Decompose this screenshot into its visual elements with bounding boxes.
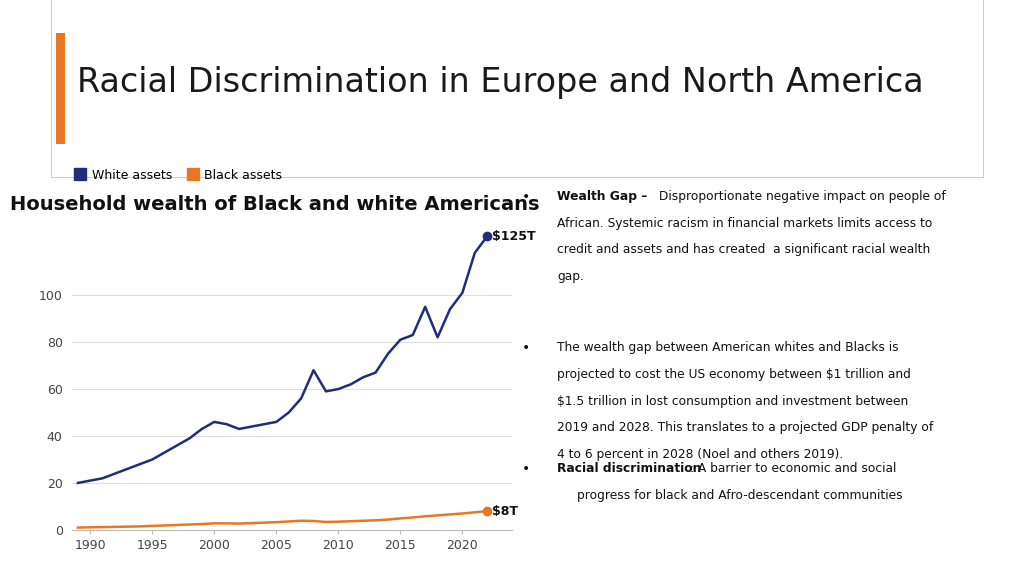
Text: gap.: gap. (557, 270, 584, 283)
Text: $8T: $8T (493, 505, 518, 518)
Text: 4 to 6 percent in 2028 (Noel and others 2019).: 4 to 6 percent in 2028 (Noel and others … (557, 448, 844, 461)
Text: $125T: $125T (493, 230, 536, 243)
Text: •: • (522, 341, 530, 355)
Text: •: • (522, 190, 530, 204)
Text: •: • (522, 463, 530, 476)
Text: $1.5 trillion in lost consumption and investment between: $1.5 trillion in lost consumption and in… (557, 395, 908, 408)
Bar (56, 33, 65, 144)
Text: projected to cost the US economy between $1 trillion and: projected to cost the US economy between… (557, 367, 911, 381)
Text: Household wealth of Black and white Americans: Household wealth of Black and white Amer… (10, 195, 540, 214)
Text: African. Systemic racism in financial markets limits access to: African. Systemic racism in financial ma… (557, 217, 933, 229)
Text: progress for black and Afro-descendant communities: progress for black and Afro-descendant c… (578, 490, 903, 502)
Text: Wealth Gap –: Wealth Gap – (557, 190, 647, 203)
Text: credit and assets and has created  a significant racial wealth: credit and assets and has created a sign… (557, 244, 931, 256)
Legend: White assets, Black assets: White assets, Black assets (70, 164, 288, 187)
Text: Racial discrimination: Racial discrimination (557, 463, 701, 475)
Text: : A barrier to economic and social: : A barrier to economic and social (690, 463, 896, 475)
Text: Disproportionate negative impact on people of: Disproportionate negative impact on peop… (655, 190, 946, 203)
Text: Racial Discrimination in Europe and North America: Racial Discrimination in Europe and Nort… (77, 66, 924, 100)
Text: The wealth gap between American whites and Blacks is: The wealth gap between American whites a… (557, 341, 899, 354)
Text: 2019 and 2028. This translates to a projected GDP penalty of: 2019 and 2028. This translates to a proj… (557, 422, 934, 434)
